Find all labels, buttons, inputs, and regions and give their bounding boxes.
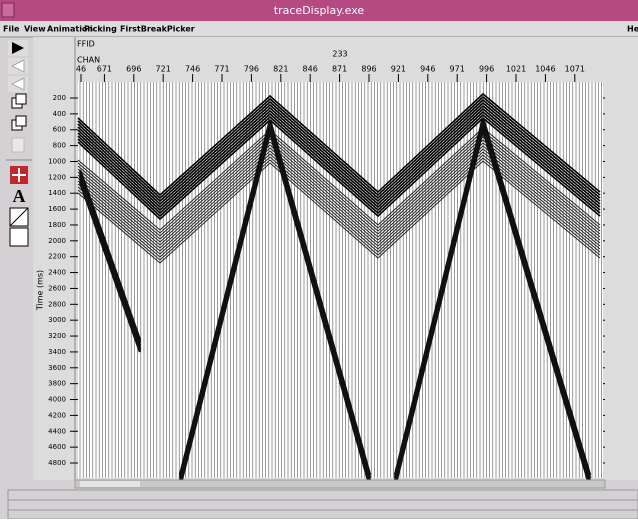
time-tick-label: 600 — [53, 126, 66, 134]
time-tick-label: 3800 — [48, 380, 66, 388]
ffid-label: FFID — [77, 40, 95, 49]
time-tick-label: 400 — [53, 110, 66, 118]
channel-label: 1071 — [565, 65, 585, 74]
menu-item[interactable]: Hel — [627, 25, 638, 34]
channel-label: 896 — [361, 65, 376, 74]
time-tick-label: 1200 — [48, 173, 66, 181]
page-icon — [16, 94, 26, 104]
time-tick-label: 200 — [53, 94, 66, 102]
time-tick-label: 2000 — [48, 237, 66, 245]
time-tick-label: 3000 — [48, 316, 66, 324]
time-tick-label: 1800 — [48, 221, 66, 229]
time-tick-label: 2600 — [48, 284, 66, 292]
channel-label: 671 — [97, 65, 112, 74]
menu-item[interactable]: Picking — [84, 25, 117, 34]
channel-label: 1046 — [535, 65, 555, 74]
scroll-thumb[interactable] — [80, 481, 140, 487]
right-panel — [605, 37, 638, 480]
menu-item[interactable]: File — [3, 25, 20, 34]
channel-label: 996 — [479, 65, 494, 74]
menu-item[interactable]: FirstBreakPicker — [120, 25, 195, 34]
y-axis-label: Time (ms) — [36, 270, 45, 311]
ffid-value: 233 — [332, 50, 347, 59]
page-icon-2 — [16, 116, 26, 126]
time-tick-label: 3400 — [48, 348, 66, 356]
window-title: traceDisplay.exe — [274, 4, 365, 17]
time-tick-label: 4000 — [48, 396, 66, 404]
time-tick-label: 800 — [53, 142, 66, 150]
time-tick-label: 2400 — [48, 269, 66, 277]
app-window: traceDisplay.exe FileViewAnimationPickin… — [0, 0, 638, 519]
time-tick-label: 1600 — [48, 205, 66, 213]
chan-label: CHAN — [77, 56, 100, 65]
time-tick-label: 4600 — [48, 443, 66, 451]
time-tick-label: 2800 — [48, 300, 66, 308]
time-tick-label: 1400 — [48, 189, 66, 197]
time-tick-label: 1000 — [48, 157, 66, 165]
time-tick-label: 4400 — [48, 427, 66, 435]
channel-label: 871 — [332, 65, 347, 74]
channel-label: 921 — [391, 65, 406, 74]
channel-label: 946 — [420, 65, 435, 74]
window-menu-button[interactable] — [2, 3, 14, 17]
channel-label: 796 — [244, 65, 259, 74]
time-tick-label: 4800 — [48, 459, 66, 467]
channel-label: 846 — [303, 65, 318, 74]
channel-label: 746 — [185, 65, 200, 74]
channel-label: 721 — [156, 65, 171, 74]
disabled-button[interactable] — [12, 138, 24, 152]
channel-label: 821 — [273, 65, 288, 74]
time-tick-label: 3200 — [48, 332, 66, 340]
channel-label: 771 — [214, 65, 229, 74]
channel-label: 696 — [126, 65, 141, 74]
channel-label: 46 — [76, 65, 86, 74]
time-tick-label: 4200 — [48, 411, 66, 419]
channel-label: 1021 — [506, 65, 526, 74]
status-area — [8, 490, 638, 519]
time-tick-label: 2200 — [48, 253, 66, 261]
channel-label: 971 — [450, 65, 465, 74]
menu-item[interactable]: View — [24, 25, 46, 34]
horizontal-scrollbar[interactable] — [75, 480, 605, 488]
page-tool[interactable] — [10, 228, 28, 246]
text-tool[interactable]: A — [13, 186, 26, 206]
time-tick-label: 3600 — [48, 364, 66, 372]
